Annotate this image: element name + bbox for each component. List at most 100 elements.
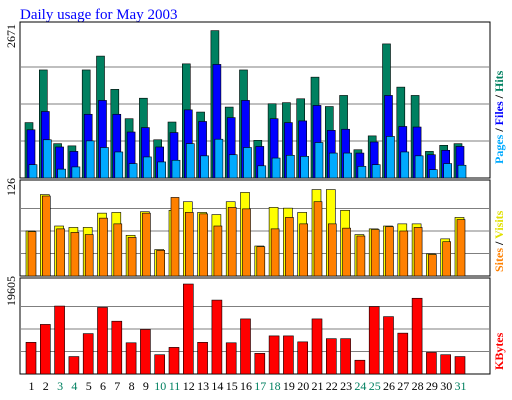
day-label: 20 [297,379,309,393]
panel-visits: 126 Sites / Visits [4,178,506,277]
sites-bar [356,235,366,277]
kbytes-bar [397,332,409,375]
day-label: 4 [71,379,77,393]
day-label: 12 [183,379,195,393]
day-label: 3 [57,379,63,393]
kbytes-bar [82,333,94,375]
kbytes-bar [354,359,366,375]
panel-visits-max-label: 126 [4,178,18,196]
pages-bar [357,166,367,179]
sites-bar [385,226,394,277]
kbytes-bar [54,305,65,375]
day-label: 27 [397,379,409,393]
day-label: 28 [412,379,424,393]
day-label: 7 [114,379,120,393]
kbytes-bar [197,342,208,375]
pages-bar [214,138,224,179]
sites-bar [299,223,309,277]
panel-kbytes-bars [25,283,466,375]
pages-bar [457,164,467,179]
pages-bar [171,159,181,179]
kbytes-bar [183,283,194,375]
kbytes-bar [426,352,437,375]
pages-bar [328,152,338,179]
day-label: 24 [354,379,366,393]
kbytes-bar [125,342,137,375]
sites-bar [456,219,466,277]
pages-bar [228,154,238,179]
sites-bar [399,230,409,277]
panel-hits: 2671 Pages / Files / Hits [4,21,506,179]
pages-bar [271,157,281,179]
day-label: 15 [226,379,238,393]
day-label: 26 [383,379,395,393]
kbytes-bar [383,316,394,375]
pages-bar [414,155,424,179]
panel-hits-max-label: 2671 [4,24,18,48]
kbytes-bar [39,324,51,375]
pages-bar [200,155,209,179]
legend-entry: Sites [492,248,506,272]
day-label: 17 [254,379,266,393]
kbytes-bar [68,356,80,375]
day-label: 25 [369,379,381,393]
sites-bar [213,225,223,277]
sites-bar [413,227,423,277]
kbytes-bar [111,320,123,375]
pages-bar [286,154,295,179]
pages-bar [157,161,166,179]
panel-hits-legend: Pages / Files / Hits [492,70,506,164]
kbytes-bar [411,297,423,375]
kbytes-bar [140,329,151,375]
day-label: 23 [340,379,352,393]
chart-title: Daily usage for May 2003 [20,7,177,23]
kbytes-bar [268,335,280,375]
sites-bar [342,227,351,277]
pages-bar [243,147,252,179]
day-label: 9 [143,379,149,393]
kbytes-bar [440,354,452,375]
sites-bar [170,197,180,277]
panel-visits-legend: Sites / Visits [492,210,506,272]
pages-bar [186,143,195,179]
pages-bar [71,166,81,179]
pages-bar [100,147,109,179]
sites-bar [370,229,380,277]
sites-bar [442,241,452,277]
kbytes-bar [283,335,294,375]
day-label: 19 [283,379,295,393]
sites-bar [199,213,208,277]
pages-bar [28,164,38,179]
day-label: 6 [100,379,106,393]
sites-bar [142,212,151,277]
sites-bar [70,232,80,277]
pages-bar [429,169,438,179]
sites-bar [27,231,37,277]
sites-bar [285,217,294,277]
sites-bar [56,228,65,277]
kbytes-bar [168,347,180,375]
pages-bar [314,142,324,179]
sites-bar [428,254,437,277]
day-label: 13 [197,379,209,393]
pages-bar [257,165,267,179]
sites-bar [256,246,266,277]
kbytes-bar [240,318,251,375]
day-label: 29 [426,379,438,393]
pages-bar [400,151,410,179]
day-label: 11 [169,379,181,393]
sites-bar [156,249,165,277]
legend-entry: KBytes [492,332,506,370]
kbytes-bar [454,356,466,375]
legend-entry: Pages [492,134,506,164]
day-axis-labels: 1 2 3 4 5 6 7 8 9 10 11 12 13 14 15 16 17 18 19 20 21 22 23 24 2… [29,379,467,393]
legend-entry: / [492,92,506,101]
pages-bar [143,156,152,179]
sites-bar [185,212,194,277]
panel-kbytes: 19605 KBytes [4,276,506,375]
sites-bar [327,223,337,277]
legend-entry: Hits [492,70,506,92]
sites-bar [99,217,108,277]
pages-bar [114,151,124,179]
